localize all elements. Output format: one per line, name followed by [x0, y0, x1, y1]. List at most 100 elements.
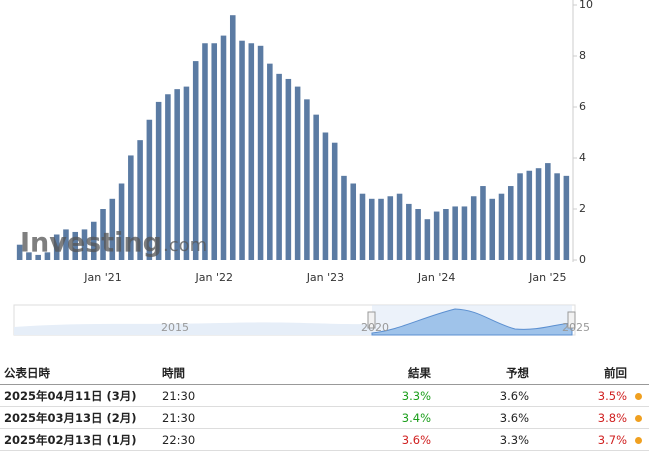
table-cell: 3.4% [337, 406, 435, 429]
bar [81, 229, 88, 260]
x-tick-label: Jan '21 [83, 271, 121, 284]
bar [517, 173, 523, 260]
bar [563, 175, 570, 260]
header-cell: 予想 [435, 362, 533, 385]
x-tick-label: Jan '23 [306, 271, 344, 284]
y-tick-label: 6 [579, 100, 586, 113]
y-tick-label: 10 [579, 0, 593, 11]
x-tick-label: Jan '22 [194, 271, 232, 284]
bar [128, 155, 134, 260]
bar [63, 229, 69, 260]
data-table: 公表日時 時間 結果 予想 前回 2025年04月11日 (3月) 21:30 3.… [0, 362, 649, 451]
bar [100, 209, 106, 260]
bar [155, 101, 162, 261]
bar [470, 196, 477, 260]
y-tick-label: 0 [579, 253, 586, 266]
bar [554, 173, 560, 260]
bar [165, 94, 171, 260]
y-tick-label: 8 [579, 49, 586, 62]
bar [146, 119, 153, 260]
navigator-handle[interactable] [367, 311, 376, 329]
bar [72, 231, 79, 260]
table-row: 2025年02月13日 (1月) 22:30 3.6% 3.3% 3.7% [0, 428, 649, 451]
bar [109, 198, 116, 260]
bar [276, 73, 282, 260]
bar [406, 203, 412, 260]
bar [53, 234, 60, 260]
bar [90, 221, 97, 260]
bar [257, 45, 264, 260]
table-cell: 2025年04月11日 (3月) [0, 384, 158, 407]
bar [526, 170, 533, 260]
table-row: 2025年04月11日 (3月) 21:30 3.3% 3.6% 3.5% [0, 384, 649, 407]
table-row: 2025年03月13日 (2月) 21:30 3.4% 3.6% 3.8% [0, 406, 649, 429]
bar [26, 252, 32, 260]
x-tick-label: Jan '25 [528, 271, 566, 284]
table-cell: 21:30 [158, 384, 337, 407]
table-cell: 3.6% [337, 428, 435, 451]
bar [211, 43, 218, 260]
bar [313, 114, 319, 261]
bar [118, 183, 125, 260]
bar [192, 61, 199, 260]
bar [322, 132, 329, 260]
table-cell: 3.8% [533, 406, 631, 429]
table-cell: 3.6% [435, 384, 533, 407]
bar [415, 209, 421, 260]
bar [239, 40, 245, 261]
bar [229, 15, 236, 261]
bar [220, 35, 227, 260]
navigator-label: 2015 [161, 321, 189, 334]
bar [183, 86, 190, 260]
table-cell: 3.3% [435, 428, 533, 451]
importance-dot [631, 406, 649, 429]
bar [202, 43, 208, 260]
navigator-label: 2025 [562, 321, 590, 334]
table-cell: 21:30 [158, 406, 337, 429]
chart: 2015 2020 2025 0 2 4 6 8 10 Jan '21 Jan '22 Jan … [13, 0, 593, 336]
navigator-label: 2020 [361, 321, 389, 334]
navigator-handle[interactable] [567, 311, 576, 329]
bar [35, 254, 41, 260]
watermark-suffix: .com [163, 235, 207, 256]
bar [498, 193, 505, 260]
bar [480, 186, 486, 260]
bar [396, 193, 403, 260]
bar [443, 209, 449, 260]
bar [359, 193, 366, 260]
bar [461, 206, 468, 260]
table-header: 公表日時 時間 結果 予想 前回 [0, 362, 649, 385]
table-cell: 2025年03月13日 (2月) [0, 406, 158, 429]
table-cell: 3.7% [533, 428, 631, 451]
bar [350, 183, 357, 260]
bar [294, 86, 301, 260]
bar [248, 43, 255, 260]
table-body: 2025年04月11日 (3月) 21:30 3.3% 3.6% 3.5% 2025年03… [0, 384, 649, 451]
y-tick-label: 4 [579, 151, 586, 164]
header-cell: 公表日時 [0, 362, 158, 385]
bar [285, 78, 292, 260]
bar [424, 219, 431, 260]
bar [44, 252, 51, 260]
bar [331, 142, 338, 260]
bar [535, 168, 542, 260]
importance-dot [631, 384, 649, 407]
navigator-area [371, 308, 573, 336]
table-cell: 3.3% [337, 384, 435, 407]
header-cell [631, 362, 649, 385]
bar [341, 175, 347, 260]
bar [137, 140, 143, 260]
navigator-area [14, 322, 372, 335]
table-cell: 22:30 [158, 428, 337, 451]
bar [267, 63, 273, 261]
bar [368, 198, 375, 260]
header-cell: 前回 [533, 362, 631, 385]
bar [545, 163, 551, 260]
bar [387, 196, 394, 260]
importance-dot [631, 428, 649, 451]
table-cell: 2025年02月13日 (1月) [0, 428, 158, 451]
header-cell: 結果 [337, 362, 435, 385]
header-cell: 時間 [158, 362, 337, 385]
table-cell: 3.6% [435, 406, 533, 429]
